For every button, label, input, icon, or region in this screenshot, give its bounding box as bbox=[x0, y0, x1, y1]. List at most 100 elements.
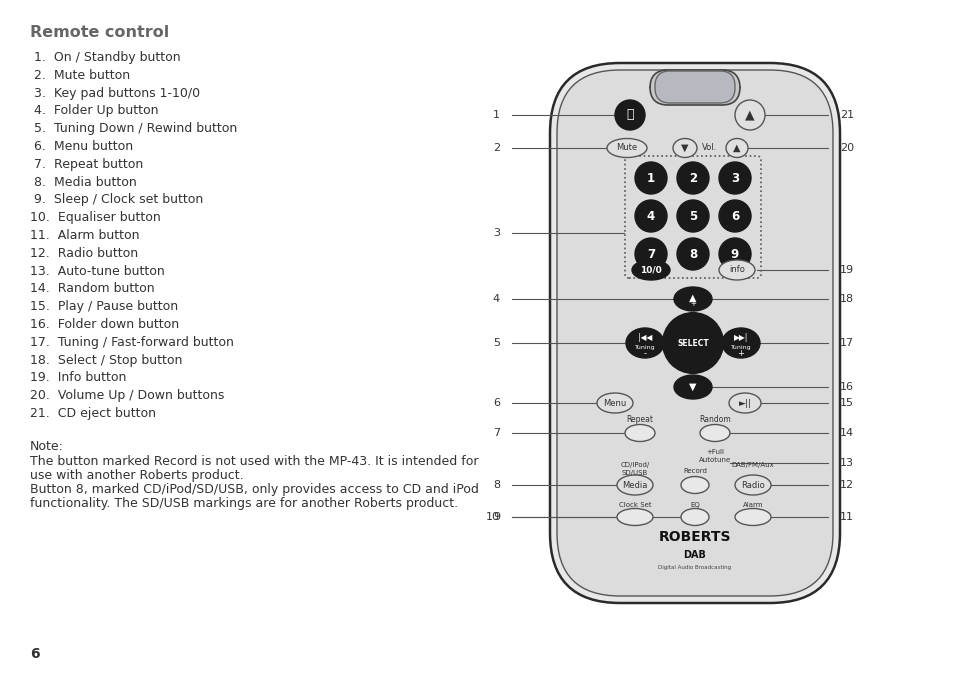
Circle shape bbox=[635, 162, 666, 194]
Text: 3.  Key pad buttons 1-10/0: 3. Key pad buttons 1-10/0 bbox=[30, 87, 200, 100]
Text: Tuning: Tuning bbox=[730, 345, 751, 349]
Text: Random: Random bbox=[699, 415, 730, 423]
Text: 1: 1 bbox=[646, 172, 655, 184]
Circle shape bbox=[719, 162, 750, 194]
Text: ▶▶|: ▶▶| bbox=[733, 334, 747, 343]
Text: 18: 18 bbox=[840, 294, 853, 304]
Text: 10: 10 bbox=[485, 512, 499, 522]
Text: 3: 3 bbox=[493, 228, 499, 238]
Text: 1: 1 bbox=[493, 110, 499, 120]
Text: Digital Audio Broadcasting: Digital Audio Broadcasting bbox=[658, 565, 731, 569]
Text: 2.  Mute button: 2. Mute button bbox=[30, 69, 130, 82]
Text: Remote control: Remote control bbox=[30, 25, 169, 40]
Text: ▲: ▲ bbox=[733, 143, 740, 153]
Text: 3: 3 bbox=[730, 172, 739, 184]
Text: 4: 4 bbox=[493, 294, 499, 304]
Text: Vol.: Vol. bbox=[701, 143, 717, 151]
Text: Mute: Mute bbox=[616, 143, 637, 153]
Ellipse shape bbox=[680, 509, 708, 526]
Text: info: info bbox=[728, 266, 744, 275]
Ellipse shape bbox=[617, 509, 652, 526]
Ellipse shape bbox=[728, 393, 760, 413]
Text: ▲: ▲ bbox=[688, 293, 696, 303]
Text: 12: 12 bbox=[840, 480, 853, 490]
Ellipse shape bbox=[700, 425, 729, 441]
Ellipse shape bbox=[673, 375, 711, 399]
Text: 20.  Volume Up / Down buttons: 20. Volume Up / Down buttons bbox=[30, 389, 224, 402]
Text: 12.  Radio button: 12. Radio button bbox=[30, 247, 138, 260]
Circle shape bbox=[662, 313, 722, 373]
Text: CD/iPod/: CD/iPod/ bbox=[619, 462, 649, 468]
Ellipse shape bbox=[721, 328, 760, 358]
Text: ▼: ▼ bbox=[688, 382, 696, 392]
Text: 14: 14 bbox=[840, 428, 853, 438]
Text: 11.  Alarm button: 11. Alarm button bbox=[30, 229, 139, 242]
Ellipse shape bbox=[625, 328, 663, 358]
Text: Note:: Note: bbox=[30, 439, 64, 453]
Circle shape bbox=[677, 200, 708, 232]
FancyBboxPatch shape bbox=[557, 70, 832, 596]
Text: 21: 21 bbox=[840, 110, 853, 120]
Circle shape bbox=[635, 200, 666, 232]
Text: 14.  Random button: 14. Random button bbox=[30, 283, 154, 295]
Text: Button 8, marked CD/iPod/SD/USB, only provides access to CD and iPod: Button 8, marked CD/iPod/SD/USB, only pr… bbox=[30, 483, 478, 496]
Circle shape bbox=[615, 100, 644, 130]
Text: 16: 16 bbox=[840, 382, 853, 392]
Text: ROBERTS: ROBERTS bbox=[659, 530, 731, 544]
Text: 15.  Play / Pause button: 15. Play / Pause button bbox=[30, 300, 178, 313]
Circle shape bbox=[719, 200, 750, 232]
Ellipse shape bbox=[624, 425, 655, 441]
Text: use with another Roberts product.: use with another Roberts product. bbox=[30, 469, 243, 482]
Text: +Full
Autotune: +Full Autotune bbox=[699, 449, 730, 462]
Text: Tuning: Tuning bbox=[634, 345, 655, 349]
Text: Radio: Radio bbox=[740, 481, 764, 489]
Text: ►||: ►|| bbox=[738, 398, 751, 407]
Text: EQ: EQ bbox=[689, 502, 700, 508]
Text: 1.  On / Standby button: 1. On / Standby button bbox=[30, 51, 180, 64]
Text: -: - bbox=[643, 349, 646, 359]
Text: 10/0: 10/0 bbox=[639, 266, 661, 275]
Text: 9: 9 bbox=[493, 512, 499, 522]
Ellipse shape bbox=[734, 509, 770, 526]
Text: 8: 8 bbox=[688, 248, 697, 260]
Text: 2: 2 bbox=[493, 143, 499, 153]
Text: 17: 17 bbox=[840, 338, 853, 348]
FancyBboxPatch shape bbox=[550, 63, 840, 603]
Text: 2: 2 bbox=[688, 172, 697, 184]
Text: 5: 5 bbox=[688, 209, 697, 223]
Text: functionality. The SD/USB markings are for another Roberts product.: functionality. The SD/USB markings are f… bbox=[30, 497, 457, 510]
Text: 16.  Folder down button: 16. Folder down button bbox=[30, 318, 179, 331]
Text: 13: 13 bbox=[840, 458, 853, 468]
Text: The button marked Record is not used with the MP-43. It is intended for: The button marked Record is not used wit… bbox=[30, 455, 478, 468]
Text: 15: 15 bbox=[840, 398, 853, 408]
Ellipse shape bbox=[673, 287, 711, 311]
Text: 7: 7 bbox=[646, 248, 655, 260]
Ellipse shape bbox=[617, 475, 652, 495]
Text: Clock Set: Clock Set bbox=[618, 502, 651, 508]
Text: 5: 5 bbox=[493, 338, 499, 348]
Text: 7: 7 bbox=[493, 428, 499, 438]
Text: Menu: Menu bbox=[602, 398, 626, 407]
Text: 6: 6 bbox=[730, 209, 739, 223]
Text: +: + bbox=[689, 301, 695, 307]
Ellipse shape bbox=[606, 139, 646, 157]
Text: SELECT: SELECT bbox=[677, 339, 708, 347]
Text: 5.  Tuning Down / Rewind button: 5. Tuning Down / Rewind button bbox=[30, 122, 237, 135]
Text: +: + bbox=[737, 349, 743, 359]
Text: 9: 9 bbox=[730, 248, 739, 260]
Text: 9.  Sleep / Clock set button: 9. Sleep / Clock set button bbox=[30, 193, 203, 207]
Text: 13.  Auto-tune button: 13. Auto-tune button bbox=[30, 264, 165, 277]
Text: 10.  Equaliser button: 10. Equaliser button bbox=[30, 211, 161, 224]
Text: 6: 6 bbox=[30, 647, 40, 661]
FancyBboxPatch shape bbox=[655, 71, 734, 103]
Text: Repeat: Repeat bbox=[626, 415, 653, 423]
Circle shape bbox=[635, 238, 666, 270]
Text: Record: Record bbox=[682, 468, 706, 474]
Circle shape bbox=[719, 238, 750, 270]
Text: DAB: DAB bbox=[683, 550, 706, 560]
Ellipse shape bbox=[719, 260, 754, 280]
Ellipse shape bbox=[672, 139, 697, 157]
Text: 20: 20 bbox=[840, 143, 853, 153]
Text: SD/USB: SD/USB bbox=[621, 470, 647, 476]
Ellipse shape bbox=[597, 393, 633, 413]
